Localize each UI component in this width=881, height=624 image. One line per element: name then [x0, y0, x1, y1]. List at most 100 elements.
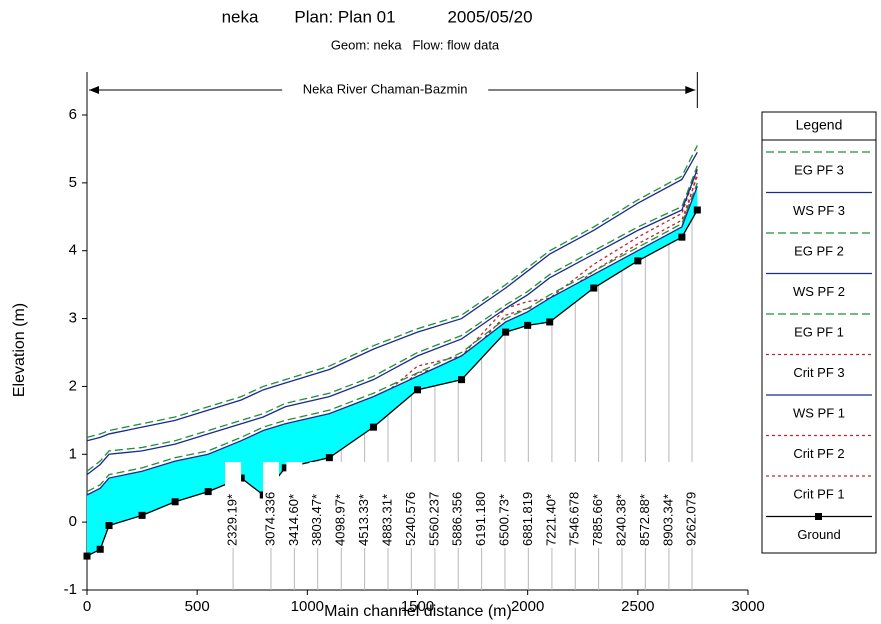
legend-label: Crit PF 3 [793, 365, 844, 380]
station-label-bg [473, 462, 490, 548]
station-label: 4098.97* [333, 494, 348, 546]
station-label-bg [309, 462, 326, 548]
x-axis-label: Main channel distance (m) [324, 603, 512, 620]
station-label-bg [225, 462, 242, 548]
ground-point [458, 376, 466, 384]
station-label: 9262.079 [683, 492, 698, 546]
station-label: 2329.19* [225, 494, 240, 546]
legend-label: WS PF 1 [793, 405, 845, 420]
y-tick-label: 6 [69, 106, 77, 123]
x-tick-label: 500 [185, 598, 210, 615]
station-label: 8240.38* [613, 494, 628, 546]
legend-label: Crit PF 1 [793, 486, 844, 501]
station-label: 6191.180 [473, 492, 488, 546]
station-label: 4513.33* [356, 494, 371, 546]
station-label: 8572.88* [637, 494, 652, 546]
y-tick-label: 5 [69, 174, 77, 191]
station-label: 5886.356 [450, 492, 465, 546]
legend-label: Ground [797, 527, 840, 542]
station-label: 3414.60* [286, 494, 301, 546]
ground-point [590, 284, 598, 292]
ground-point [281, 464, 289, 472]
legend-label: WS PF 3 [793, 203, 845, 218]
arrow-head [89, 86, 99, 94]
station-label-bg [684, 462, 701, 548]
series-line [86, 165, 698, 472]
ground-point [546, 318, 554, 326]
station-label: 8903.34* [660, 494, 675, 546]
station-label-bg [356, 462, 373, 548]
legend-label: Crit PF 2 [793, 446, 844, 461]
station-label: 3074.336 [262, 492, 277, 546]
station-label-bg [379, 462, 396, 548]
station-label-bg [333, 462, 350, 548]
y-tick-label: 2 [69, 377, 77, 394]
station-label-bg [262, 462, 279, 548]
x-tick-label: 2000 [511, 598, 544, 615]
station-label: 7546.678 [567, 492, 582, 546]
station-label: 5240.576 [403, 492, 418, 546]
ground-point [524, 321, 532, 329]
station-label-bg [660, 462, 677, 548]
ground-point [502, 328, 510, 336]
station-label-bg [286, 462, 303, 548]
legend-box [761, 111, 877, 554]
annotation-bg [282, 80, 489, 100]
series-line [86, 151, 698, 442]
x-tick-label: 1500 [401, 598, 434, 615]
chart-title: 2005/05/20 [447, 7, 532, 26]
legend-title: Legend [796, 117, 843, 133]
station-label-bg [403, 462, 420, 548]
ground-point [693, 206, 701, 214]
legend-label: EG PF 1 [794, 324, 844, 339]
legend-label: EG PF 3 [794, 162, 844, 177]
ground-point [678, 233, 686, 241]
station-label-bg [613, 462, 630, 548]
y-tick-label: -1 [64, 581, 77, 598]
ground-point [171, 498, 179, 506]
series-line [86, 169, 698, 476]
legend-label: WS PF 2 [793, 284, 845, 299]
chart-title: Plan: Plan 01 [294, 7, 395, 26]
series-line [86, 209, 698, 557]
y-tick-label: 3 [69, 310, 77, 327]
station-label-bg [426, 462, 443, 548]
station-label-bg [520, 462, 537, 548]
x-tick-label: 2500 [621, 598, 654, 615]
arrow-head [685, 86, 696, 94]
ground-point [83, 552, 91, 560]
station-label: 6500.73* [496, 494, 511, 546]
y-axis-label: Elevation (m) [11, 303, 28, 397]
y-tick-label: 1 [69, 445, 77, 462]
legend-marker [815, 513, 822, 520]
chart-title: neka [222, 7, 259, 26]
station-label: 6881.819 [520, 492, 535, 546]
series-line [86, 186, 698, 496]
station-label-bg [637, 462, 654, 548]
station-label: 3803.47* [309, 494, 324, 546]
ground-point [414, 386, 421, 394]
ground-point [634, 257, 642, 265]
station-label: 5560.237 [426, 492, 441, 546]
station-label-bg [496, 462, 513, 548]
y-tick-label: 4 [69, 242, 77, 259]
station-label-bg [543, 462, 560, 548]
x-tick-label: 1000 [291, 598, 324, 615]
legend-label: EG PF 2 [794, 243, 844, 258]
ground-point [237, 474, 245, 482]
x-tick-label: 3000 [731, 598, 764, 615]
x-tick-label: 0 [83, 598, 91, 615]
series-line [86, 145, 698, 438]
ground-point [369, 423, 377, 431]
ground-point [96, 545, 104, 553]
station-label-bg [567, 462, 584, 548]
station-label-bg [590, 462, 607, 548]
ground-point [105, 522, 113, 530]
chart-subtitle: Geom: neka Flow: flow data [331, 37, 500, 52]
ground-point [204, 488, 212, 496]
series-line [86, 182, 698, 493]
annotation: Neka River Chaman-Bazmin [303, 81, 468, 96]
ground-point [325, 454, 333, 462]
